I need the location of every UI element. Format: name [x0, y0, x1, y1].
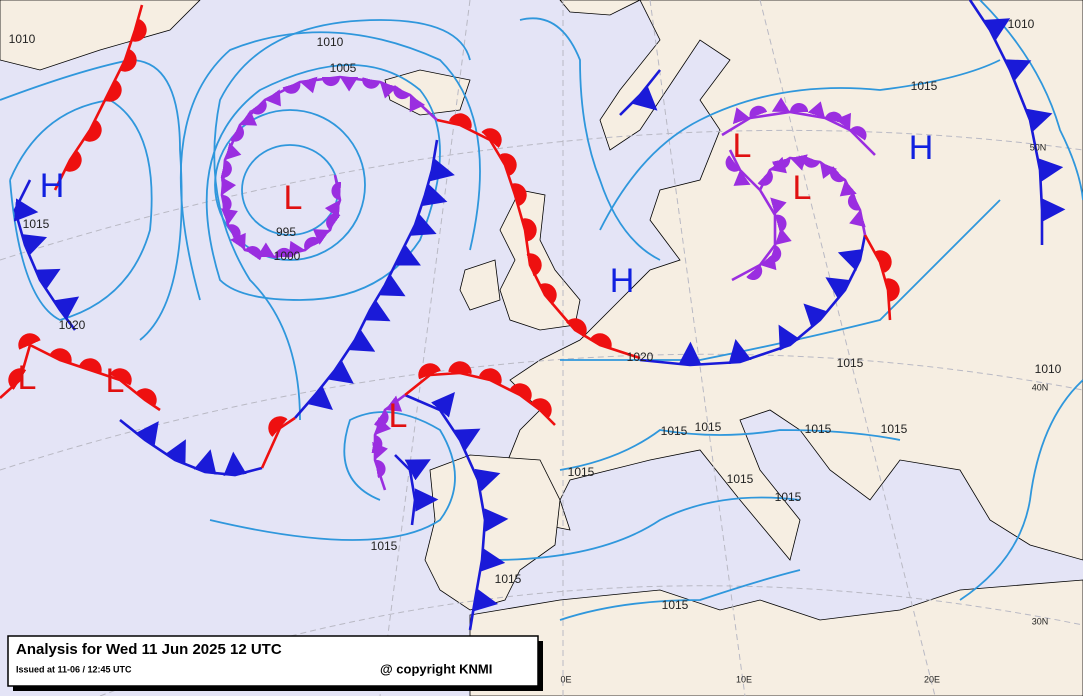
warm-front: [53, 4, 147, 191]
longitude-label: 0E: [560, 674, 571, 684]
longitude-label: 10E: [736, 674, 752, 684]
longitude-label: 20E: [924, 674, 940, 684]
isobar: [559, 569, 801, 621]
warm-front: [404, 361, 556, 426]
grid-labels: 50N 40N 30N 0E 10E 20E: [560, 142, 1048, 684]
isobar-label: 1005: [330, 61, 357, 75]
isobar-label: 1015: [662, 598, 689, 612]
high-center: H: [40, 167, 65, 205]
occluded-front: [220, 75, 438, 261]
cold-front: [13, 179, 80, 331]
isobar-label: 1010: [1035, 362, 1062, 376]
latitude-label: 30N: [1032, 616, 1049, 626]
occluded-front: [725, 149, 761, 191]
isobar-label: 1015: [881, 422, 908, 436]
cold-front: [294, 139, 455, 419]
isobar-labels: 1010 1005 995 1000 1015 1020 1015 1010 1…: [9, 17, 1062, 612]
latitude-label: 40N: [1032, 382, 1049, 392]
isobar-label: 1015: [495, 572, 522, 586]
footer-issued: Issued at 11-06 / 12:45 UTC: [16, 664, 132, 674]
cold-front: [619, 69, 662, 116]
isobar-label: 1015: [661, 424, 688, 438]
cold-front: [639, 234, 867, 367]
low-center: L: [389, 397, 408, 435]
isobar-label: 1015: [775, 490, 802, 504]
isobar-label: 1020: [59, 318, 86, 332]
isobar-label: 1015: [727, 472, 754, 486]
warm-front: [260, 416, 296, 469]
isobar: [599, 59, 1001, 231]
isobar-label: 1010: [317, 35, 344, 49]
isobar-label: 1015: [837, 356, 864, 370]
isobar: [213, 19, 471, 421]
isobar: [489, 496, 801, 561]
warm-front: [863, 234, 900, 321]
isobar-label: 1010: [9, 32, 36, 46]
pressure-centers: H L H L L H L L L: [18, 127, 934, 435]
low-center: L: [733, 127, 752, 165]
footer-box: [7, 635, 539, 687]
isobar-label: 1015: [911, 79, 938, 93]
latitude-label: 50N: [1030, 142, 1047, 152]
isobar-label: 1000: [274, 249, 301, 263]
low-center: L: [793, 169, 812, 207]
isobar-label: 1015: [805, 422, 832, 436]
low-center: L: [106, 362, 125, 400]
high-center: H: [909, 129, 934, 167]
high-center: H: [610, 262, 635, 300]
warm-front: [0, 333, 161, 412]
occluded-front: [371, 393, 406, 491]
isobar-label: 1015: [695, 420, 722, 434]
isobar-label: 1015: [371, 539, 398, 553]
africa: [469, 579, 1083, 696]
isobar-label: 1020: [627, 350, 654, 364]
footer-title: Analysis for Wed 11 Jun 2025 12 UTC: [16, 641, 282, 658]
low-center: L: [18, 359, 37, 397]
isobar-label: 1015: [23, 217, 50, 231]
low-center: L: [284, 179, 303, 217]
occluded-front: [721, 97, 876, 156]
cold-front: [968, 0, 1066, 245]
warm-front: [436, 113, 641, 360]
isobar-label: 1010: [1008, 17, 1035, 31]
isobar: [959, 379, 1083, 601]
footer-copyright: @ copyright KNMI: [380, 661, 492, 676]
svalbard: [559, 0, 641, 16]
occluded-front: [757, 154, 867, 236]
footer: Analysis for Wed 11 Jun 2025 12 UTC Issu…: [7, 635, 543, 691]
occluded-front: [731, 189, 792, 282]
isobar-label: 995: [276, 225, 296, 239]
cold-front: [394, 454, 439, 526]
isobar-label: 1015: [568, 465, 595, 479]
isobar: [559, 429, 901, 471]
cold-front: [119, 418, 263, 477]
fronts: [0, 0, 1066, 631]
